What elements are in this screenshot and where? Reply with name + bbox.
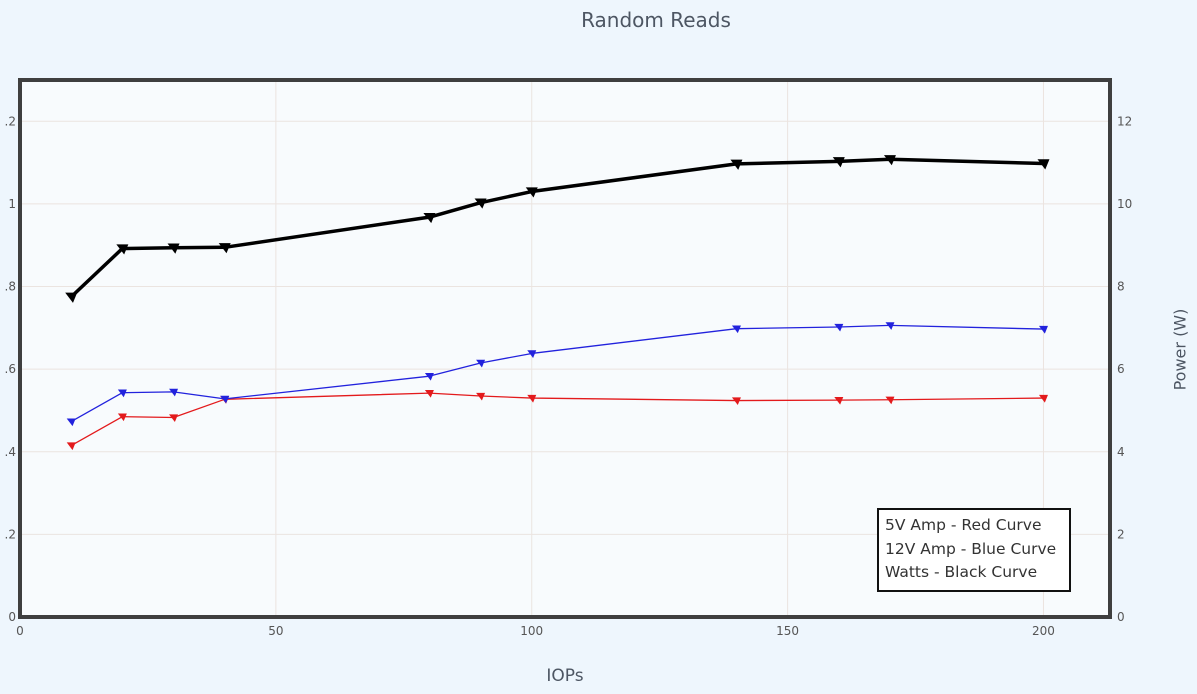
- data-point-marker: [169, 388, 179, 397]
- data-point-marker: [1037, 159, 1050, 170]
- data-point-marker: [832, 157, 845, 168]
- y2-tick-label: 10: [1117, 197, 1132, 211]
- x-tick-label: 150: [776, 624, 799, 638]
- data-point-marker: [885, 322, 895, 330]
- y2-tick-label: 6: [1117, 362, 1125, 376]
- data-point-marker: [116, 244, 129, 255]
- x-tick-label: 100: [520, 624, 543, 638]
- data-point-marker: [476, 392, 486, 401]
- legend-item-red: 5V Amp - Red Curve: [885, 516, 1042, 534]
- data-point-marker: [424, 373, 434, 381]
- y2-axis-label: Power (W): [1170, 308, 1190, 391]
- y2-tick-label: 4: [1117, 445, 1125, 459]
- data-point-marker: [169, 414, 179, 422]
- data-point-marker: [476, 359, 486, 368]
- data-point-marker: [474, 198, 487, 209]
- data-point-marker: [834, 323, 844, 332]
- y2-tick-label: 12: [1117, 114, 1132, 128]
- x-axis-label: IOPs: [546, 666, 584, 686]
- data-point-marker: [66, 418, 76, 427]
- y-tick-label: .6: [5, 362, 16, 376]
- data-point-marker: [730, 159, 743, 170]
- legend-item-black: Watts - Black Curve: [885, 563, 1038, 581]
- legend-item-blue: 12V Amp - Blue Curve: [885, 539, 1057, 558]
- y-tick-label: 1: [8, 197, 16, 211]
- tick-labels: 0 50 100 150 200 0 .2 .4 .6 .8 1 .2 0 2 4 6 8 10 12: [5, 114, 1133, 638]
- data-point-marker: [1038, 325, 1048, 334]
- data-point-marker: [525, 187, 538, 198]
- data-point-marker: [883, 155, 896, 166]
- data-point-marker: [66, 442, 76, 451]
- data-point-marker: [65, 292, 78, 303]
- chart-title: Random Reads: [581, 8, 731, 32]
- data-point-marker: [220, 395, 230, 404]
- y2-tick-label: 0: [1117, 610, 1125, 624]
- y-tick-label: .8: [5, 280, 16, 294]
- y-tick-label: .2: [5, 527, 16, 541]
- data-point-marker: [117, 389, 127, 398]
- data-point-marker: [731, 325, 741, 334]
- data-point-marker: [117, 413, 127, 422]
- data-point-marker: [527, 394, 537, 403]
- y-tick-label: 0: [8, 610, 16, 624]
- legend-box: 5V Amp - Red Curve 12V Amp - Blue Curve …: [877, 508, 1071, 592]
- data-point-marker: [731, 397, 741, 406]
- y2-tick-label: 2: [1117, 527, 1125, 541]
- series-lines: [65, 155, 1050, 451]
- y-tick-label: .4: [5, 445, 16, 459]
- data-point-marker: [527, 350, 537, 358]
- plot-frame: [18, 78, 1112, 619]
- data-point-marker: [885, 396, 895, 405]
- x-tick-label: 0: [16, 624, 24, 638]
- data-point-marker: [167, 243, 180, 254]
- data-point-marker: [424, 389, 434, 398]
- gridlines: [20, 80, 1110, 617]
- y2-tick-label: 8: [1117, 280, 1125, 294]
- data-point-marker: [834, 396, 844, 405]
- x-tick-label: 200: [1032, 624, 1055, 638]
- data-point-marker: [218, 243, 231, 254]
- x-tick-label: 50: [268, 624, 283, 638]
- y-tick-label: .2: [5, 114, 16, 128]
- data-point-marker: [423, 212, 436, 224]
- data-point-marker: [1038, 394, 1048, 403]
